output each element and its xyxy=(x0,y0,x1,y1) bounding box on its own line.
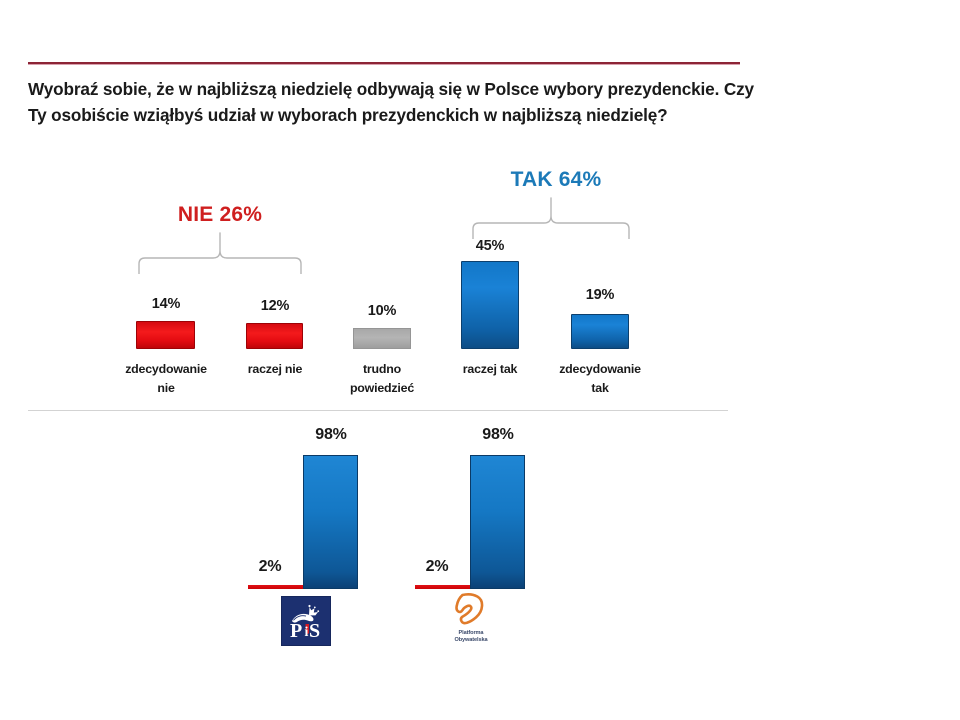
bar-category-line2: tak xyxy=(591,380,609,395)
brace-nie xyxy=(137,232,303,274)
svg-text:i: i xyxy=(305,625,309,640)
svg-text:P: P xyxy=(290,620,302,642)
platforma-obywatelska-logo-text: Platforma Obywatelska xyxy=(443,630,499,644)
bar-zdecydowanie-nie xyxy=(136,321,195,349)
bar-po-no xyxy=(415,585,470,589)
bar-category-line2: nie xyxy=(157,380,175,395)
header-rule xyxy=(28,62,740,65)
bar-pis-no xyxy=(248,585,303,589)
bar-zdecydowanie-tak xyxy=(571,314,629,349)
bar-category-zdecydowanie-tak: zdecydowanie tak xyxy=(539,360,661,397)
bar-category-line2: powiedzieć xyxy=(349,380,415,395)
bar-po-yes xyxy=(470,455,525,589)
group-label-nie: NIE 26% xyxy=(177,203,263,226)
brace-tak xyxy=(471,197,631,239)
question-title: Wyobraź sobie, że w najbliższą niedzielę… xyxy=(28,79,754,126)
bar-category-raczej-nie: raczej nie xyxy=(216,360,334,379)
bar-category-raczej-tak: raczej tak xyxy=(431,360,549,379)
group-label-tak: TAK 64% xyxy=(510,168,602,191)
bar-value-pis-yes: 98% xyxy=(315,426,347,443)
bar-raczej-tak xyxy=(461,261,519,349)
bar-pis-yes xyxy=(303,455,358,589)
bar-value-zdecydowanie-nie: 14% xyxy=(151,296,181,312)
bar-value-raczej-tak: 45% xyxy=(475,238,505,254)
bar-category-line1: raczej nie xyxy=(247,362,303,376)
bar-category-line1: raczej tak xyxy=(462,362,518,376)
bar-trudno-powiedziec xyxy=(353,328,411,349)
bar-value-zdecydowanie-tak: 19% xyxy=(585,287,615,303)
bar-category-line1: trudno xyxy=(362,362,402,376)
pis-logo: P i S xyxy=(281,596,331,646)
bar-value-raczej-nie: 12% xyxy=(260,298,290,314)
bar-value-po-yes: 98% xyxy=(482,426,514,443)
bar-category-trudno-powiedziec: trudno powiedzieć xyxy=(322,360,442,397)
bar-category-line1: zdecydowanie xyxy=(125,362,207,376)
platforma-obywatelska-logo: Platforma Obywatelska xyxy=(443,592,499,648)
bar-value-po-no: 2% xyxy=(425,558,449,575)
bar-category-zdecydowanie-nie: zdecydowanie nie xyxy=(105,360,227,397)
bar-value-trudno-powiedziec: 10% xyxy=(367,303,397,319)
bar-value-pis-no: 2% xyxy=(258,558,282,575)
svg-text:S: S xyxy=(309,620,320,642)
logo-text-line1: Platforma xyxy=(458,630,484,636)
bar-category-line1: zdecydowanie xyxy=(559,362,641,376)
section-divider xyxy=(28,410,728,411)
bar-raczej-nie xyxy=(246,323,303,349)
logo-text-line2: Obywatelska xyxy=(454,636,488,643)
